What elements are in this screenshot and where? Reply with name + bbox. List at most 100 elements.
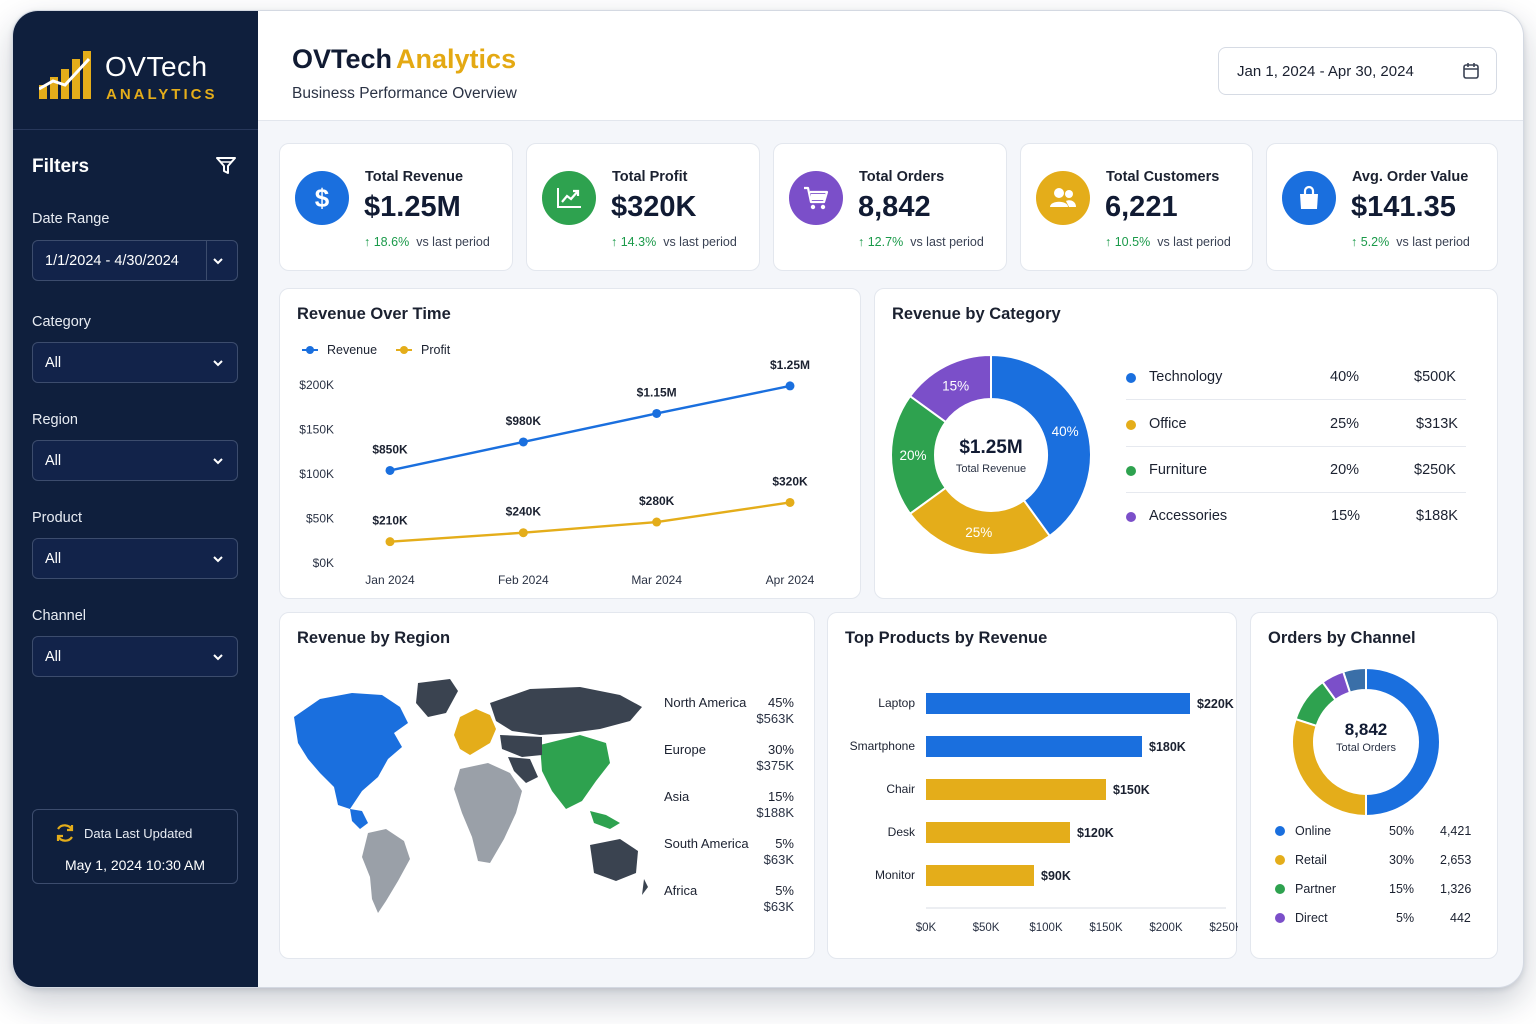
kpi-vs-label: vs last period [1396,235,1470,249]
revenue-line-chart: Revenue Profit $200K $150K $100K $50K $0K Ja… [299,343,814,587]
kpi-value: 6,221 [1105,191,1178,223]
kpi-delta-value: 10.5% [1114,235,1151,249]
bar[interactable] [926,736,1142,757]
kpi-vs-label: vs last period [1157,235,1231,249]
australia-region[interactable] [590,839,638,881]
legend-revenue-label: Revenue [327,343,377,357]
legend-dot [1275,884,1285,894]
data-point[interactable] [652,408,662,418]
refresh-icon[interactable] [54,822,76,844]
bar[interactable] [926,865,1034,886]
donut-slice[interactable] [890,394,948,516]
kpi-card-total-customers[interactable]: Total Customers 6,221 ↑ 10.5% vs last per… [1020,143,1253,271]
updated-time: May 1, 2024 10:30 AM [64,857,206,873]
legend-dot [1275,913,1285,923]
sidebar: OVTech ANALYTICS Filters Date Range 1/1/… [13,11,258,987]
row-divider [1126,492,1466,493]
donut-slice[interactable] [1321,670,1352,702]
card-title: Top Products by Revenue [845,629,1048,647]
page-title: OVTech Analytics [292,44,516,75]
top-products-bar-chart: Laptop $220K Smartphone $180K Chair $150K Desk… [850,693,1238,934]
date-range-picker[interactable]: Jan 1, 2024 - Apr 30, 2024 [1218,47,1497,95]
channel-pct: 5% [1396,911,1415,925]
donut-slice[interactable] [990,353,1092,538]
kpi-card-total-revenue[interactable]: $ Total Revenue $1.25M ↑ 18.6% vs last pe… [279,143,513,271]
data-label: $850K [372,442,408,456]
x-tick-label: $0K [916,922,937,934]
donut-slice[interactable] [1294,680,1337,728]
data-label: $280K [639,494,675,508]
legend-profit-marker [400,346,408,354]
kpi-label: Total Customers [1106,169,1220,185]
data-label: $1.25M [770,358,810,372]
y-tick-label: $0K [313,556,334,570]
africa-region[interactable] [454,763,522,863]
bar[interactable] [926,693,1190,714]
product-select[interactable]: All [32,538,238,579]
bag-icon [1282,171,1336,225]
kpi-card-avg-order-value[interactable]: Avg. Order Value $141.35 ↑ 5.2% vs last p… [1266,143,1498,271]
series-line-revenue [389,384,791,472]
south-america-region[interactable] [362,829,410,913]
greenland-region[interactable] [416,679,458,717]
bar-value-label: $90K [1041,869,1071,883]
bar[interactable] [926,779,1106,800]
asia-region[interactable] [540,735,610,809]
channel-select[interactable]: All [32,636,238,677]
kpi-card-total-profit[interactable]: Total Profit $320K ↑ 14.3% vs last period [526,143,760,271]
new-zealand-region[interactable] [642,879,648,895]
region-name: South America [664,836,749,851]
central-asia-region[interactable] [500,735,542,757]
y-tick-label: $50K [306,512,334,526]
category-select[interactable]: All [32,342,238,383]
region-pct: 30% [767,742,794,757]
chevron-down-icon [213,653,223,660]
donut-slice[interactable] [1291,717,1367,818]
region-name: North America [664,695,747,710]
donut-slice[interactable] [1365,666,1441,818]
arrow-up-icon: ↑ [1105,235,1115,249]
data-label: $210K [372,514,408,528]
region-row-south-america[interactable]: South America 5% $63K [664,836,794,868]
southeast-asia-region[interactable] [590,811,620,829]
x-axis: Jan 2024 Feb 2024 Mar 2024 Apr 2024 [365,573,814,587]
category-value: $250K [1414,462,1456,478]
data-point[interactable] [785,381,795,391]
data-point[interactable] [652,517,662,527]
brand-logo[interactable]: OVTech ANALYTICS [39,51,239,111]
region-row-asia[interactable]: Asia 15% $188K [664,789,794,821]
bar[interactable] [926,822,1070,843]
data-point[interactable] [785,497,795,507]
donut-slice[interactable] [908,486,1052,556]
data-point[interactable] [518,528,528,538]
europe-region[interactable] [454,709,496,755]
title-accent: Analytics [396,44,517,74]
data-point[interactable] [385,537,395,547]
kpi-delta: ↑ 14.3% vs last period [611,235,737,249]
arrow-up-icon: ↑ [364,235,374,249]
filter-icon[interactable] [216,157,236,175]
region-row-europe[interactable]: Europe 30% $375K [664,742,794,774]
select-separator [206,241,207,280]
bar-chart-logo-icon [39,51,91,99]
channel-name: Partner [1295,882,1336,896]
kpi-value: 8,842 [858,191,931,223]
kpi-label: Total Profit [612,169,688,185]
y-tick-label: $150K [299,423,334,437]
region-select[interactable]: All [32,440,238,481]
region-value: All [45,452,62,469]
central-america-region[interactable] [350,809,368,829]
data-point[interactable] [518,437,528,447]
middle-east-region[interactable] [508,757,538,783]
y-axis: $200K $150K $100K $50K $0K [299,378,334,570]
kpi-card-total-orders[interactable]: Total Orders 8,842 ↑ 12.7% vs last period [773,143,1007,271]
north-asia-region[interactable] [490,687,642,735]
date-range-select[interactable]: 1/1/2024 - 4/30/2024 [32,240,238,281]
card-title: Orders by Channel [1268,629,1416,647]
channel-name: Online [1295,824,1332,838]
region-row-north-america[interactable]: North America 45% $563K [664,695,794,727]
region-row-africa[interactable]: Africa 5% $63K [664,883,794,915]
bar-category-label: Laptop [878,696,915,710]
north-america-region[interactable] [294,693,408,809]
data-point[interactable] [385,465,395,475]
